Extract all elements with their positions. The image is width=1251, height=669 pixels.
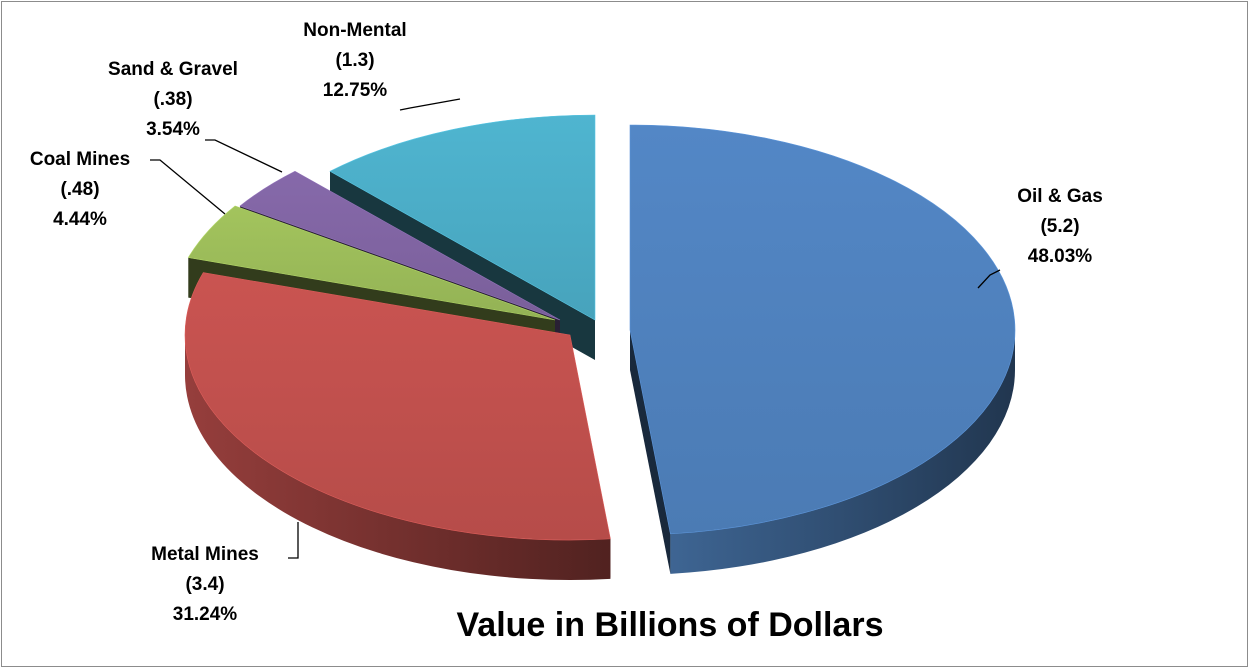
pie-slice-inner-face-oil-gas (630, 330, 671, 574)
label-name: Non-Mental (303, 20, 407, 41)
data-label-sand-gravel: Sand & Gravel (.38) 3.54% (88, 55, 258, 145)
label-name: Coal Mines (29, 149, 131, 170)
label-name: Oil & Gas (1017, 186, 1103, 207)
label-value: (1.3) (335, 50, 375, 71)
label-value: (3.4) (185, 574, 225, 595)
data-label-non-mental: Non-Mental (1.3) 12.75% (280, 16, 430, 106)
label-percent: 48.03% (1027, 246, 1093, 267)
label-name: Metal Mines (151, 544, 259, 565)
leader-line-non-mental (399, 98, 461, 111)
leader-line-oil-gas (977, 269, 1001, 289)
pie-slice-side-oil-gas (670, 330, 1015, 574)
label-value: (.48) (60, 179, 100, 200)
label-percent: 4.44% (53, 209, 107, 230)
pie-slice-side-metal-mines (184, 335, 611, 580)
pie-slice-non-mental (329, 114, 596, 321)
pie-slice-metal-mines (184, 272, 611, 541)
data-label-metal-mines: Metal Mines (3.4) 31.24% (130, 540, 280, 630)
label-value: (5.2) (1040, 216, 1080, 237)
label-percent: 12.75% (322, 80, 388, 101)
pie-slice-sand-gravel (239, 170, 561, 321)
pie-slice-oil-gas (629, 124, 1016, 535)
leader-line-metal-mines (288, 522, 299, 559)
chart-title: Value in Billions of Dollars (456, 606, 884, 644)
leader-line-sand-gravel (205, 139, 283, 173)
label-name: Sand & Gravel (108, 59, 238, 80)
label-percent: 3.54% (146, 119, 200, 140)
pie-slice-coal-mines (187, 205, 556, 321)
data-label-oil-gas: Oil & Gas (5.2) 48.03% (995, 182, 1125, 272)
data-label-coal-mines: Coal Mines (.48) 4.44% (10, 145, 150, 235)
label-value: (.38) (153, 89, 193, 110)
label-percent: 31.24% (172, 604, 238, 625)
leader-line-coal-mines (150, 159, 226, 215)
